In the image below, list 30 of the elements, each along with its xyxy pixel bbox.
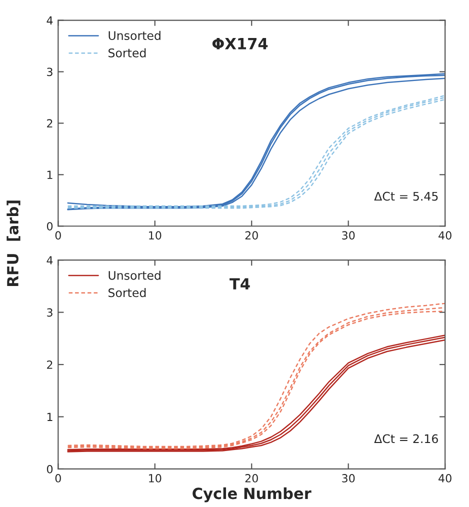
legend-label: Sorted xyxy=(108,48,146,58)
x-tick-label: 10 xyxy=(149,231,162,240)
text: T4 xyxy=(230,278,250,290)
y-tick-label: 0 xyxy=(46,222,53,230)
y-tick-label: 2 xyxy=(47,360,52,369)
x-tick-label: 40 xyxy=(438,231,452,240)
y-tick-label: 3 xyxy=(47,308,52,317)
annotation: ΔCt = 5.45 xyxy=(374,192,438,201)
y-tick-label: 0 xyxy=(46,464,53,474)
y-tick-label: 3 xyxy=(47,68,52,76)
x-tick-label: 20 xyxy=(245,474,258,482)
x-tick-label: 10 xyxy=(149,474,162,482)
x-tick-label: 0 xyxy=(55,231,61,240)
y-tick-label: 4 xyxy=(46,256,53,264)
x-tick-label: 0 xyxy=(55,474,61,482)
y-axis-title: RFU [arb] xyxy=(6,200,20,286)
y-tick-label: 2 xyxy=(47,119,52,128)
legend-label: Unsorted xyxy=(108,30,160,40)
text: ΦX174 xyxy=(212,38,268,50)
x-tick-label: 40 xyxy=(438,474,452,482)
annotation: ΔCt = 2.16 xyxy=(374,434,438,444)
legend-label: Sorted xyxy=(108,288,146,298)
y-tick-label: 1 xyxy=(47,170,52,179)
x-tick-label: 20 xyxy=(245,231,258,240)
x-tick-label: 30 xyxy=(342,231,355,240)
x-axis-title: Cycle Number xyxy=(192,487,312,502)
y-tick-label: 4 xyxy=(46,16,53,24)
x-tick-label: 30 xyxy=(342,474,355,482)
legend-label: Unsorted xyxy=(108,270,160,280)
y-tick-label: 1 xyxy=(47,412,52,421)
